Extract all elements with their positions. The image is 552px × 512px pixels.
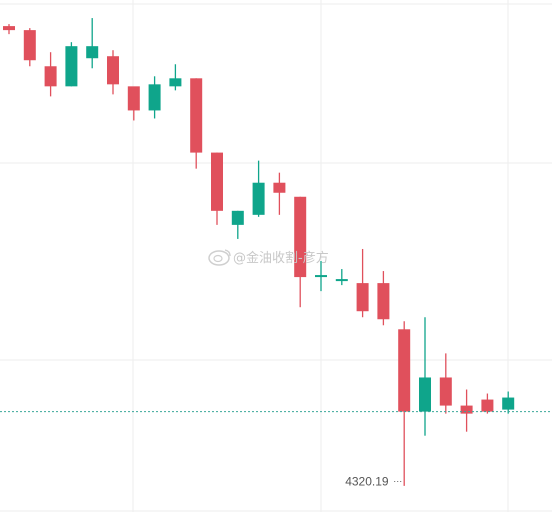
candle	[190, 78, 203, 169]
candle	[148, 76, 161, 119]
candle	[107, 50, 119, 95]
candle-body	[3, 26, 15, 31]
candle-body	[169, 78, 182, 87]
candle-body	[439, 377, 452, 406]
candle	[86, 18, 99, 69]
candle-body	[127, 86, 140, 111]
candle	[419, 317, 431, 436]
candle-body	[107, 56, 119, 85]
candle-body	[65, 46, 78, 87]
candle	[481, 393, 494, 414]
candle-body	[356, 283, 369, 312]
low-price-label: 4320.19	[345, 475, 389, 489]
candle-body	[460, 405, 473, 414]
candle-body	[377, 283, 390, 320]
candle-body	[294, 196, 307, 278]
candle-body	[481, 399, 494, 412]
watermark: @金油收割-彦方	[208, 249, 329, 266]
candle	[127, 86, 140, 121]
candle-body	[315, 275, 327, 278]
candle-body	[252, 182, 265, 215]
candle	[23, 28, 36, 67]
candle-body	[398, 329, 411, 412]
candle	[294, 196, 307, 308]
candle	[356, 248, 369, 318]
candle-body	[335, 279, 348, 282]
candle	[335, 269, 348, 286]
candle-body	[148, 84, 161, 111]
candle	[315, 261, 327, 292]
candle	[252, 160, 265, 217]
low-price-annotation: 4320.19	[345, 475, 403, 489]
candle-body	[273, 182, 286, 193]
candle	[439, 353, 452, 414]
candle	[460, 389, 473, 432]
candle	[44, 52, 57, 97]
candle-body	[23, 30, 36, 61]
candle	[169, 64, 182, 91]
candle-body	[44, 66, 57, 87]
candle-body	[231, 210, 244, 225]
candle-body	[86, 46, 99, 59]
candle	[65, 42, 78, 87]
candle	[273, 172, 286, 215]
candle-body	[190, 78, 203, 153]
candle-body	[502, 397, 515, 410]
candle	[502, 391, 515, 414]
candle	[398, 321, 411, 486]
candle-body	[211, 152, 223, 211]
candles-group	[3, 18, 515, 486]
candle	[211, 152, 223, 225]
candle-body	[419, 377, 431, 412]
candle	[231, 210, 244, 239]
candle	[377, 271, 390, 326]
watermark-text: @金油收割-彦方	[233, 250, 329, 266]
candle	[3, 24, 15, 35]
weibo-logo-icon	[208, 249, 231, 266]
